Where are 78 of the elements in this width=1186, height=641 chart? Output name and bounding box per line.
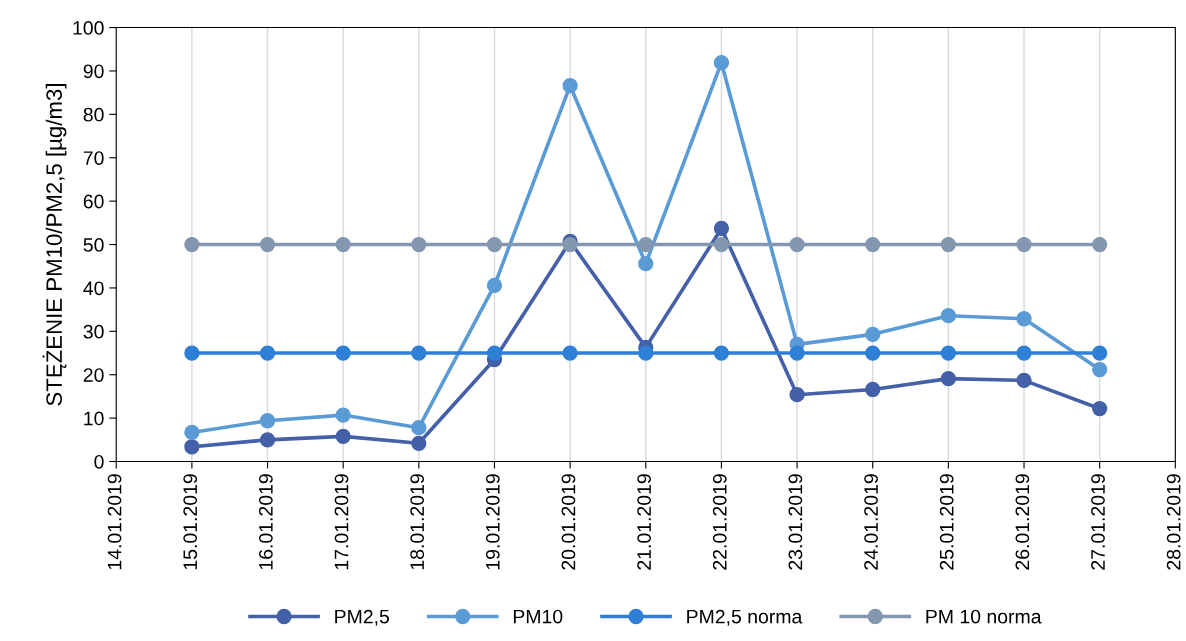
point <box>486 277 503 293</box>
point <box>713 55 730 71</box>
y-tick-label: 30 <box>83 324 104 339</box>
point <box>713 345 730 361</box>
x-tick-label: 21.01.2019 <box>637 474 651 570</box>
x-tick-label: 27.01.2019 <box>1091 474 1105 570</box>
point <box>335 407 351 423</box>
x-tick-label: 20.01.2019 <box>561 474 576 570</box>
point <box>411 236 427 253</box>
y-tick-label: 80 <box>83 107 104 122</box>
point <box>184 345 200 361</box>
point <box>1016 345 1032 361</box>
x-tick-label: 16.01.2019 <box>258 474 273 570</box>
point <box>865 236 881 253</box>
point <box>940 236 957 253</box>
y-tick-label: 50 <box>83 238 104 252</box>
point <box>184 236 200 253</box>
y-tick-label: 60 <box>83 194 104 209</box>
point <box>940 370 957 387</box>
y-tick-label: 70 <box>83 151 104 165</box>
point <box>486 236 503 253</box>
x-tick-label: 28.01.2019 <box>1166 474 1181 570</box>
y-tick-label: 90 <box>83 64 104 79</box>
point <box>789 345 805 361</box>
point <box>1092 236 1108 253</box>
point <box>865 381 881 398</box>
x-tick-label: 17.01.2019 <box>334 474 349 570</box>
point <box>1092 361 1108 378</box>
point <box>259 413 276 429</box>
point <box>335 428 351 444</box>
point <box>789 236 805 253</box>
point <box>940 308 957 324</box>
point <box>1016 372 1032 389</box>
point <box>411 345 427 361</box>
x-tick-label: 25.01.2019 <box>939 474 954 570</box>
point <box>638 255 654 272</box>
y-axis-title: STĘŻENIE PM10/PM2,5 [µg/m3] <box>42 84 67 406</box>
x-tick-label: 14.01.2019 <box>107 474 122 570</box>
point <box>1016 311 1032 327</box>
point <box>411 420 427 436</box>
x-tick-label: 24.01.2019 <box>864 474 878 570</box>
point <box>1016 236 1032 253</box>
y-tick-label: 100 <box>73 21 104 35</box>
x-tick-label: 22.01.2019 <box>712 474 727 570</box>
y-tick-label: 10 <box>84 411 104 426</box>
legend-label: PM 10 norma <box>926 609 1042 624</box>
y-tick-label: 40 <box>83 281 104 296</box>
point <box>713 236 730 253</box>
point <box>259 432 276 448</box>
y-tick-label: 20 <box>83 368 104 382</box>
point <box>259 345 276 361</box>
x-tick-label: 15.01.2019 <box>183 474 198 570</box>
legend-label: PM10 <box>513 609 563 624</box>
point <box>940 345 957 361</box>
point <box>562 78 578 94</box>
legend-label: PM2,5 <box>335 609 390 626</box>
point <box>259 236 276 253</box>
legend-label: PM2,5 norma <box>687 609 803 626</box>
y-tick-label: 0 <box>94 454 104 469</box>
point <box>865 345 881 361</box>
point <box>713 220 730 237</box>
point <box>562 345 578 361</box>
point <box>335 236 351 253</box>
point <box>486 345 503 361</box>
point <box>184 424 200 441</box>
point <box>411 435 427 451</box>
x-tick-label: 26.01.2019 <box>1015 474 1030 570</box>
point <box>638 236 654 253</box>
point <box>638 345 654 361</box>
point <box>184 439 200 455</box>
x-tick-label: 23.01.2019 <box>788 474 803 570</box>
x-tick-label: 18.01.2019 <box>410 474 425 570</box>
point <box>865 326 881 343</box>
point <box>789 387 805 403</box>
x-tick-label: 19.01.2019 <box>485 474 500 570</box>
point <box>335 345 351 361</box>
point <box>1092 400 1108 417</box>
point <box>1092 345 1108 361</box>
